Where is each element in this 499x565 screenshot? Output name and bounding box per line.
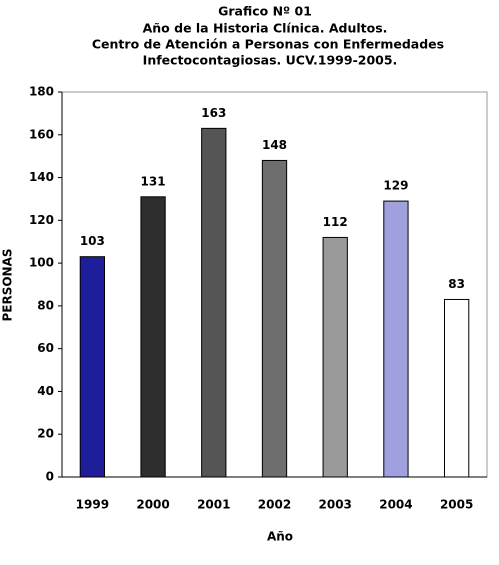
bar: [383, 200, 409, 478]
bar: [201, 127, 227, 478]
x-tick-label: 2004: [379, 498, 412, 512]
y-tick-label: 120: [29, 213, 54, 227]
y-tick-label: 140: [29, 170, 54, 184]
bar: [140, 196, 166, 478]
x-tick-label: 2000: [136, 498, 169, 512]
y-tick-label: 180: [29, 85, 54, 99]
chart-title: Infectocontagiosas. UCV.1999-2005.: [143, 53, 398, 68]
y-tick-label: 160: [29, 127, 54, 141]
value-label: 148: [262, 138, 287, 152]
x-axis-title: Año: [267, 530, 293, 544]
y-axis-title: PERSONAS: [1, 248, 15, 321]
bar: [79, 256, 106, 478]
chart-title: Grafico Nº 01: [218, 4, 312, 19]
value-label: 112: [323, 215, 348, 229]
value-label: 129: [383, 179, 408, 193]
value-label: 103: [80, 234, 105, 248]
x-tick-label: 2001: [197, 498, 230, 512]
x-tick-label: 2002: [258, 498, 291, 512]
bar: [322, 236, 348, 478]
value-label: 163: [201, 106, 226, 120]
x-tick-label: 2003: [319, 498, 352, 512]
y-tick-label: 0: [46, 470, 54, 484]
x-tick-label: 2005: [440, 498, 473, 512]
y-tick-label: 80: [37, 298, 54, 312]
x-tick-label: 1999: [76, 498, 109, 512]
y-tick-label: 40: [37, 384, 54, 398]
value-label: 83: [448, 277, 465, 291]
y-tick-label: 100: [29, 256, 54, 270]
bar: [444, 298, 470, 478]
y-tick-label: 20: [37, 427, 54, 441]
y-tick-label: 60: [37, 341, 54, 355]
chart-title: Año de la Historia Clínica. Adultos.: [143, 21, 388, 36]
value-label: 131: [141, 174, 166, 188]
bar: [261, 159, 288, 478]
chart-title: Centro de Atención a Personas con Enferm…: [92, 37, 444, 52]
